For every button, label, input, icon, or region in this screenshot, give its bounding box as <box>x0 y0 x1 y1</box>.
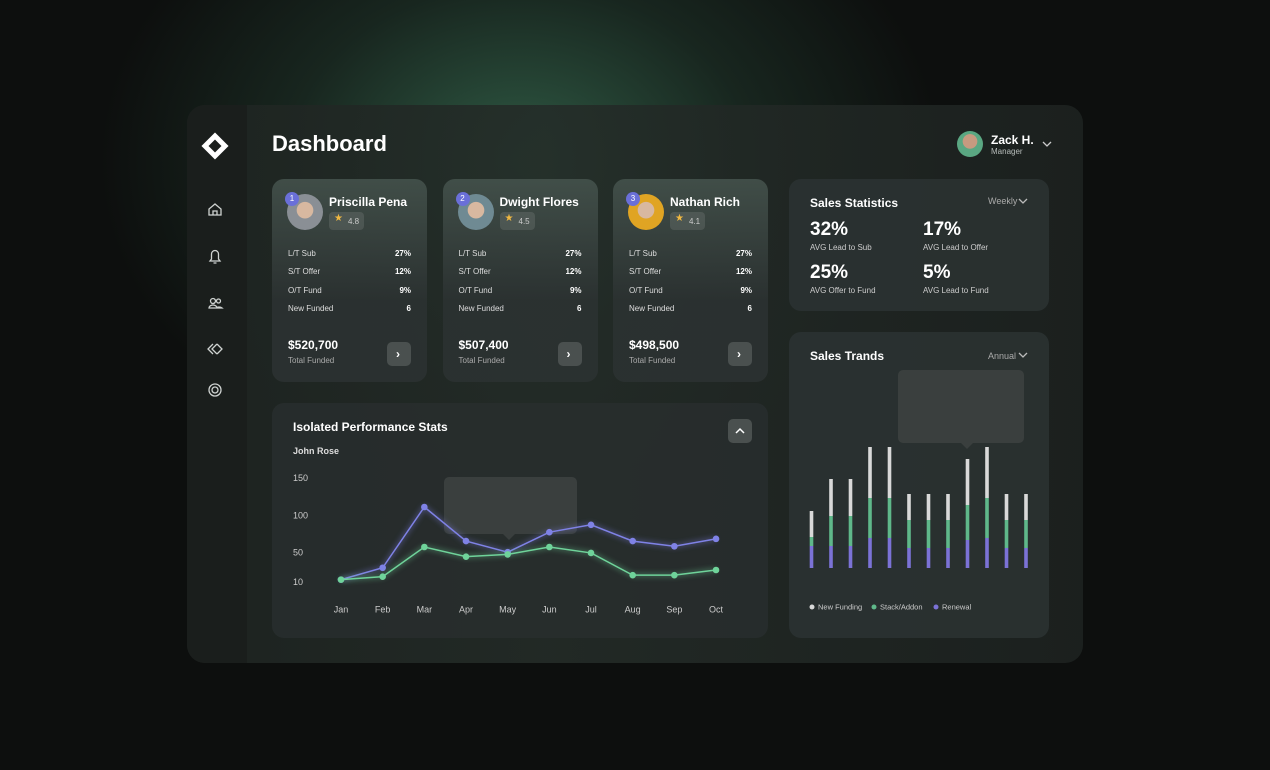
total-funded: $507,400 <box>458 338 509 352</box>
stat-value: 9% <box>399 285 411 295</box>
details-arrow: › <box>737 347 741 361</box>
stat-big-label: AVG Lead to Sub <box>810 243 872 252</box>
logo[interactable] <box>201 132 229 160</box>
rating-star: ★ <box>334 213 343 224</box>
nav-home[interactable] <box>208 203 222 216</box>
stat-value: 6 <box>577 303 582 313</box>
stat-value: 27% <box>565 249 582 258</box>
rating-value: 4.5 <box>518 217 530 226</box>
stat-value: 6 <box>747 303 752 313</box>
agent-name: Dwight Flores <box>499 195 579 209</box>
stat-label: O/T Fund <box>629 285 663 295</box>
sidebar-icons <box>201 132 229 397</box>
details-button[interactable] <box>387 342 411 366</box>
rating-star: ★ <box>675 213 684 224</box>
rating-pill <box>670 212 705 230</box>
stat-label: New Funded <box>288 303 334 313</box>
chart-title: Isolated Performance Stats <box>293 420 448 434</box>
stat-big-label: AVG Lead to Offer <box>923 243 989 252</box>
stat-label: New Funded <box>458 303 504 313</box>
stat-label: S/T Offer <box>629 267 662 277</box>
stat-label: S/T Offer <box>288 267 321 277</box>
stat-label: O/T Fund <box>458 285 493 295</box>
stat-value: 9% <box>740 285 752 295</box>
nav-settings[interactable] <box>208 383 222 397</box>
user-avatar[interactable] <box>957 131 983 157</box>
collapse-button[interactable] <box>728 419 752 443</box>
total-funded: $520,700 <box>288 338 339 352</box>
stat-value: 12% <box>735 267 752 277</box>
stats-title: Sales Statistics <box>810 196 899 210</box>
total-label: Total Funded <box>629 356 676 365</box>
stat-value: 27% <box>394 249 411 258</box>
stat-label: L/T Sub <box>629 249 657 258</box>
rating-value: 4.8 <box>348 217 360 226</box>
stat-value: 9% <box>569 285 582 295</box>
rating-star: ★ <box>504 213 514 224</box>
details-button[interactable] <box>557 342 582 366</box>
stat-value: 12% <box>565 267 582 277</box>
rating-value: 4.1 <box>689 217 701 226</box>
total-label: Total Funded <box>458 356 505 365</box>
total-funded: $498,500 <box>629 338 680 352</box>
stats-card <box>789 179 1049 311</box>
rating-pill <box>499 212 535 230</box>
page-title: Dashboard <box>272 131 387 156</box>
stat-label: O/T Fund <box>288 285 322 295</box>
stat-label: S/T Offer <box>458 267 491 277</box>
nav-links[interactable] <box>207 343 223 355</box>
stats-period[interactable]: Weekly <box>988 196 1018 206</box>
chart-period[interactable]: Annual <box>988 351 1017 361</box>
details-arrow: › <box>566 347 571 361</box>
rating-pill <box>329 212 364 230</box>
stat-big-value: 17% <box>923 219 962 240</box>
stat-big-value: 32% <box>810 219 849 240</box>
stat-value: 27% <box>735 249 752 258</box>
nav-team[interactable] <box>208 297 224 309</box>
agent-name: Nathan Rich <box>670 195 741 209</box>
total-label: Total Funded <box>288 356 335 365</box>
stat-label: L/T Sub <box>458 249 487 258</box>
rank-badge: 2 <box>455 192 470 206</box>
stat-value: 6 <box>406 303 411 313</box>
bar-tooltip <box>898 370 1024 443</box>
agent-name: Priscilla Pena <box>329 195 408 209</box>
chart-title: Sales Trands <box>810 349 885 363</box>
stat-big-value: 25% <box>810 262 849 283</box>
chart-subtitle: John Rose <box>293 446 340 456</box>
rank-badge: 1 <box>285 192 299 206</box>
user-role: Manager <box>991 147 1023 156</box>
line-tooltip <box>444 477 577 534</box>
stat-big-value: 5% <box>923 262 951 283</box>
details-arrow: › <box>396 347 400 361</box>
nav-notifications[interactable] <box>208 249 222 264</box>
stat-label: New Funded <box>629 303 675 313</box>
stat-big-label: AVG Lead to Fund <box>923 286 989 295</box>
details-button[interactable] <box>728 342 752 366</box>
stat-value: 12% <box>394 267 411 277</box>
rank-badge: 3 <box>626 192 640 206</box>
user-name[interactable]: Zack H. <box>991 133 1034 147</box>
user-menu-chevron[interactable] <box>1042 140 1052 148</box>
sidebar <box>187 105 247 663</box>
stat-label: L/T Sub <box>288 249 316 258</box>
stat-big-label: AVG Offer to Fund <box>810 286 876 295</box>
